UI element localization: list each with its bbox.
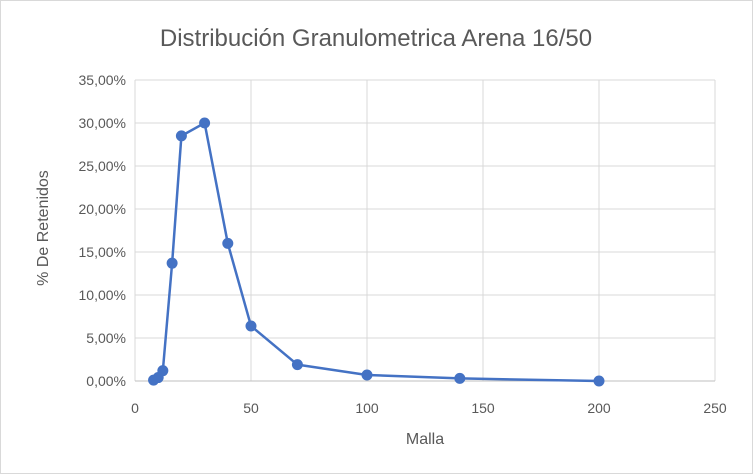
data-point: [361, 369, 373, 381]
x-tick-label: 100: [355, 400, 379, 416]
y-tick-label: 35,00%: [79, 72, 126, 88]
grid-layer: [134, 79, 716, 382]
y-tick-label: 0,00%: [86, 373, 126, 389]
axis-layer: 0,00% 5,00% 10,00% 15,00% 20,00% 25,00% 30,00%…: [79, 72, 727, 416]
y-tick-label: 15,00%: [79, 244, 126, 260]
y-tick-label: 25,00%: [79, 158, 126, 174]
y-tick-label: 5,00%: [86, 330, 126, 346]
data-point: [454, 372, 466, 384]
data-point: [593, 375, 605, 387]
x-tick-label: 200: [587, 400, 611, 416]
x-tick-label: 150: [471, 400, 495, 416]
x-tick-label: 50: [243, 400, 259, 416]
data-point: [157, 365, 169, 377]
data-point: [245, 320, 257, 332]
data-point: [166, 257, 178, 269]
y-tick-label: 20,00%: [79, 201, 126, 217]
data-point: [199, 117, 211, 129]
x-tick-label: 0: [131, 400, 139, 416]
x-tick-label: 250: [703, 400, 727, 416]
y-tick-label: 10,00%: [79, 287, 126, 303]
series-layer: [148, 117, 605, 387]
data-point: [222, 237, 234, 249]
x-axis-title: Malla: [406, 431, 444, 448]
y-axis-title: % De Retenidos: [35, 170, 52, 286]
chart-title: Distribución Granulometrica Arena 16/50: [160, 25, 592, 52]
y-tick-label: 30,00%: [79, 115, 126, 131]
data-point: [175, 130, 187, 142]
data-point: [291, 359, 303, 371]
